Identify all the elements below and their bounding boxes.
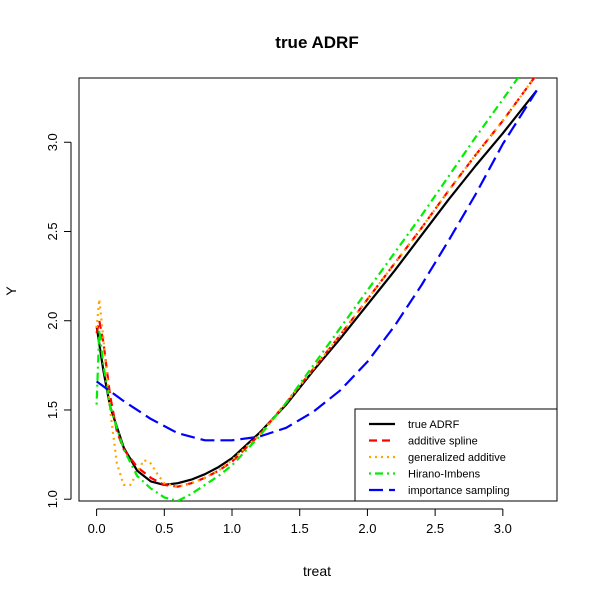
x-tick-label: 0.5 [155, 521, 173, 536]
y-tick-label: 2.0 [45, 312, 60, 330]
x-tick-label: 1.5 [291, 521, 309, 536]
x-tick-label: 1.0 [223, 521, 241, 536]
series-line-2 [95, 78, 536, 488]
legend-label: Hirano-Imbens [408, 469, 481, 481]
legend-label: additive spline [408, 436, 478, 448]
x-axis: 0.0 0.5 1.0 1.5 2.0 2.5 3.0 [88, 508, 512, 536]
series-line-0 [95, 89, 538, 486]
y-tick-label: 1.0 [45, 490, 60, 508]
legend-label: generalized additive [408, 452, 506, 464]
plot-frame [78, 77, 558, 502]
y-tick-label: 2.5 [45, 222, 60, 240]
y-axis-label: Y [3, 286, 19, 296]
y-axis: 1.0 1.5 2.0 2.5 3.0 [45, 133, 72, 508]
series-layer [95, 78, 538, 501]
legend-label: importance sampling [408, 485, 510, 497]
legend: true ADRF additive spline generalized addi… [354, 408, 558, 502]
x-tick-label: 2.5 [426, 521, 444, 536]
series-line-3 [95, 78, 520, 501]
legend-label: true ADRF [408, 419, 460, 431]
x-tick-label: 3.0 [494, 521, 512, 536]
y-tick-label: 3.0 [45, 133, 60, 151]
y-tick-label: 1.5 [45, 401, 60, 419]
x-tick-label: 0.0 [88, 521, 106, 536]
x-axis-label: treat [303, 563, 331, 579]
chart-title: true ADRF [275, 33, 358, 52]
series-line-1 [95, 78, 536, 488]
series-line-4 [95, 89, 538, 442]
x-tick-label: 2.0 [358, 521, 376, 536]
